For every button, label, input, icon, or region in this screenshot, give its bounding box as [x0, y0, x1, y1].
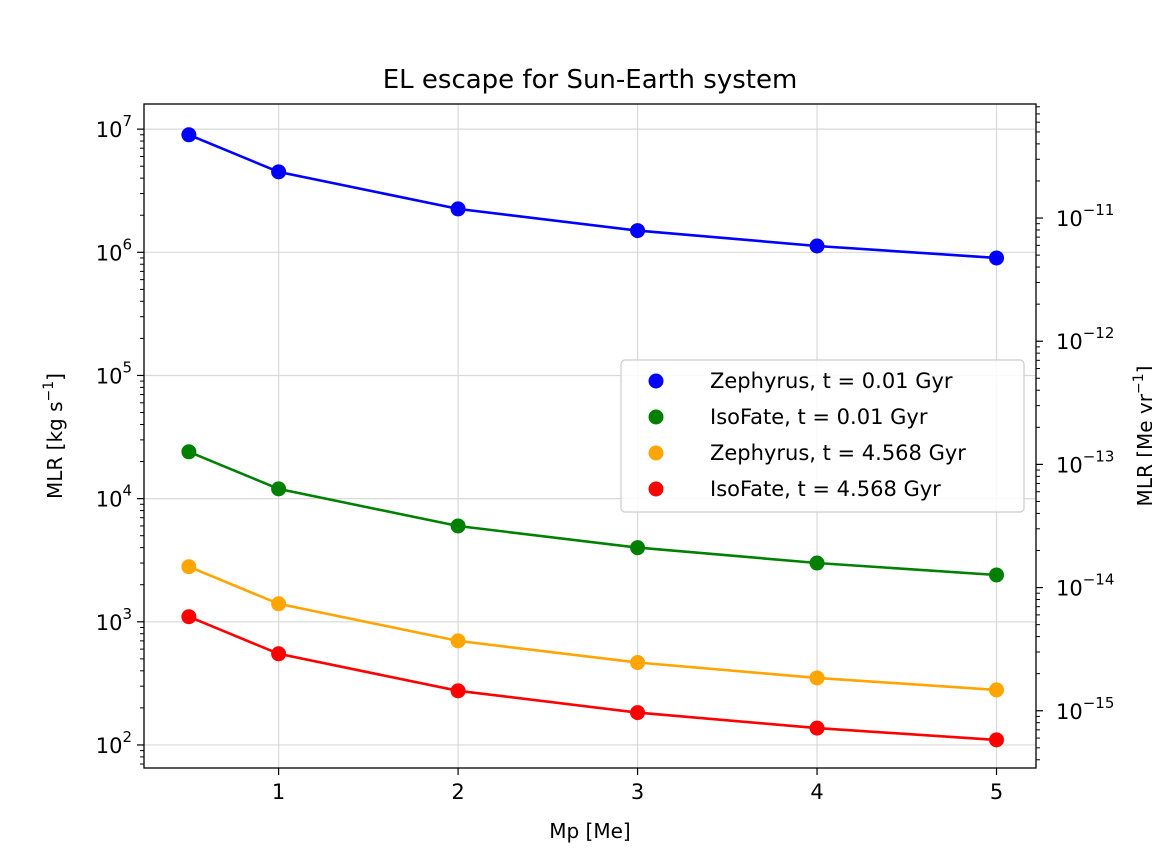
legend-marker — [648, 373, 664, 389]
y-right-tick-label: 10−11 — [1056, 201, 1114, 231]
data-point — [809, 555, 825, 571]
data-point — [630, 705, 646, 721]
series-0 — [181, 127, 1005, 266]
data-point — [450, 683, 466, 699]
y-axis-label-right-exponent: −1 — [1131, 373, 1147, 394]
x-axis: 1 2 3 4 5 — [272, 768, 1003, 804]
data-point — [271, 164, 287, 180]
series-line — [188, 565, 997, 692]
data-point — [271, 646, 287, 662]
y-tick-label: 107 — [96, 112, 132, 142]
x-axis-label: Mp [Me] — [549, 819, 630, 843]
legend-marker — [648, 481, 664, 497]
legend-label: Zephyrus, t = 4.568 Gyr — [710, 441, 966, 465]
data-point — [630, 540, 646, 556]
legend-label: IsoFate, t = 4.568 Gyr — [710, 477, 941, 501]
series-layer — [181, 127, 1005, 748]
legend: Zephyrus, t = 0.01 Gyr IsoFate, t = 0.01 … — [620, 359, 1025, 513]
y-axis-label-right-base: MLR [Me yr — [1133, 393, 1152, 506]
chart-title: EL escape for Sun-Earth system — [383, 65, 798, 95]
data-point — [181, 127, 197, 143]
y-axis-left: 102 103 104 105 106 107 — [96, 112, 144, 765]
data-point — [809, 238, 825, 254]
data-point — [630, 223, 646, 239]
legend-marker — [648, 445, 664, 461]
data-point — [989, 682, 1005, 698]
x-tick-label: 1 — [272, 780, 285, 804]
y-axis-label-base: MLR [kg s — [43, 401, 67, 499]
y-axis-label-exponent: −1 — [41, 381, 57, 402]
data-point — [450, 633, 466, 649]
data-point — [271, 596, 287, 612]
data-point — [989, 250, 1005, 266]
plot-frame — [143, 103, 1037, 769]
y-tick-label: 104 — [96, 482, 132, 512]
legend-item: Zephyrus, t = 0.01 Gyr — [648, 369, 953, 393]
data-point — [181, 559, 197, 575]
x-tick-label: 2 — [451, 780, 464, 804]
y-axis-label: MLR [kg s−1] — [41, 373, 67, 499]
legend-item: Zephyrus, t = 4.568 Gyr — [648, 441, 966, 465]
data-point — [181, 444, 197, 460]
data-point — [630, 655, 646, 671]
y-tick-label: 106 — [96, 235, 132, 265]
series-line — [188, 133, 997, 260]
data-point — [989, 567, 1005, 583]
series-line — [188, 450, 997, 577]
data-point — [989, 732, 1005, 748]
y-axis-right: 10−15 10−14 10−13 10−12 10−11 — [1036, 106, 1114, 761]
legend-item: IsoFate, t = 0.01 Gyr — [648, 405, 928, 429]
x-tick-label: 4 — [810, 780, 823, 804]
data-point — [450, 518, 466, 534]
y-tick-label: 105 — [96, 358, 132, 388]
legend-label: Zephyrus, t = 0.01 Gyr — [710, 369, 953, 393]
series-3 — [181, 609, 1005, 748]
legend-box — [620, 359, 1025, 513]
x-tick-label: 5 — [990, 780, 1003, 804]
data-point — [809, 670, 825, 686]
series-2 — [181, 559, 1005, 698]
y-right-tick-label: 10−15 — [1056, 694, 1114, 724]
data-point — [809, 720, 825, 736]
y-axis-label-right: MLR [Me yr−1] — [1131, 366, 1152, 507]
y-right-tick-label: 10−13 — [1056, 447, 1114, 477]
legend-marker — [648, 409, 664, 425]
y-axis-label-end: ] — [43, 373, 67, 381]
y-axis-label-right-end: ] — [1133, 366, 1152, 374]
series-line — [188, 615, 997, 742]
data-point — [271, 481, 287, 497]
data-point — [450, 201, 466, 217]
y-tick-label: 103 — [96, 605, 132, 635]
series-1 — [181, 444, 1005, 583]
legend-label: IsoFate, t = 0.01 Gyr — [710, 405, 928, 429]
y-right-tick-label: 10−12 — [1056, 324, 1114, 354]
legend-item: IsoFate, t = 4.568 Gyr — [648, 477, 941, 501]
x-tick-label: 3 — [631, 780, 644, 804]
y-right-tick-label: 10−14 — [1056, 571, 1114, 601]
y-tick-label: 102 — [96, 728, 132, 758]
data-point — [181, 609, 197, 625]
